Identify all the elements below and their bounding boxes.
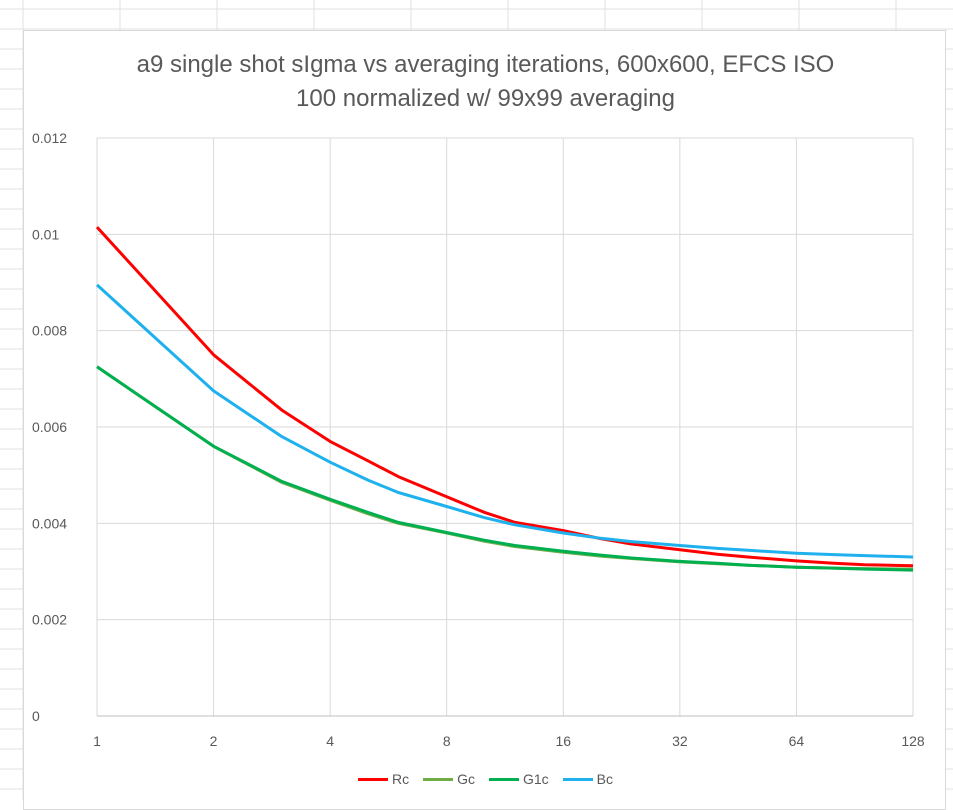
series-line-Rc bbox=[95, 226, 914, 568]
legend-swatch bbox=[562, 777, 593, 781]
x-tick-label: 64 bbox=[789, 733, 805, 749]
legend-label: G1c bbox=[522, 771, 549, 787]
series-line-Gc bbox=[96, 365, 914, 571]
legend-item-Rc: Rc bbox=[357, 771, 410, 787]
legend-item-Gc: Gc bbox=[423, 771, 475, 787]
series-line-Bc bbox=[95, 283, 914, 559]
y-tick-label: 0 bbox=[32, 708, 40, 724]
x-tick-label: 2 bbox=[210, 733, 218, 749]
y-tick-label: 0.006 bbox=[32, 419, 67, 435]
x-tick-label: 128 bbox=[901, 733, 925, 749]
x-tick-label: 8 bbox=[443, 733, 451, 749]
legend-swatch bbox=[357, 777, 388, 781]
legend-item-Bc: Bc bbox=[562, 771, 614, 787]
x-tick-label: 32 bbox=[672, 733, 688, 749]
y-tick-label: 0.004 bbox=[32, 515, 67, 531]
chart-area[interactable]: a9 single shot sIgma vs averaging iterat… bbox=[23, 30, 946, 810]
y-tick-label: 0.002 bbox=[32, 612, 67, 628]
chart-title-line-2: 100 normalized w/ 99x99 averaging bbox=[296, 85, 675, 112]
legend-swatch bbox=[488, 777, 519, 781]
legend-label: Gc bbox=[457, 771, 475, 787]
series-line-G1c bbox=[96, 365, 914, 572]
y-tick-label: 0.012 bbox=[32, 130, 67, 146]
y-tick-label: 0.008 bbox=[32, 323, 67, 339]
x-tick-label: 4 bbox=[326, 733, 334, 749]
legend-swatch bbox=[423, 777, 454, 781]
chart-title-line-1: a9 single shot sIgma vs averaging iterat… bbox=[136, 51, 835, 78]
x-tick-label: 16 bbox=[555, 733, 571, 749]
x-tick-label: 1 bbox=[93, 733, 101, 749]
chart-legend: Rc Gc G1c Bc bbox=[24, 771, 947, 787]
plot-svg: 0.012 0.01 0.008 0.006 0.004 0.002 0 1 2 4 8 16 32 64… bbox=[32, 130, 925, 749]
y-tick-label: 0.01 bbox=[32, 226, 59, 242]
legend-label: Bc bbox=[596, 771, 614, 787]
legend-item-G1c: G1c bbox=[488, 771, 549, 787]
legend-label: Rc bbox=[391, 771, 410, 787]
